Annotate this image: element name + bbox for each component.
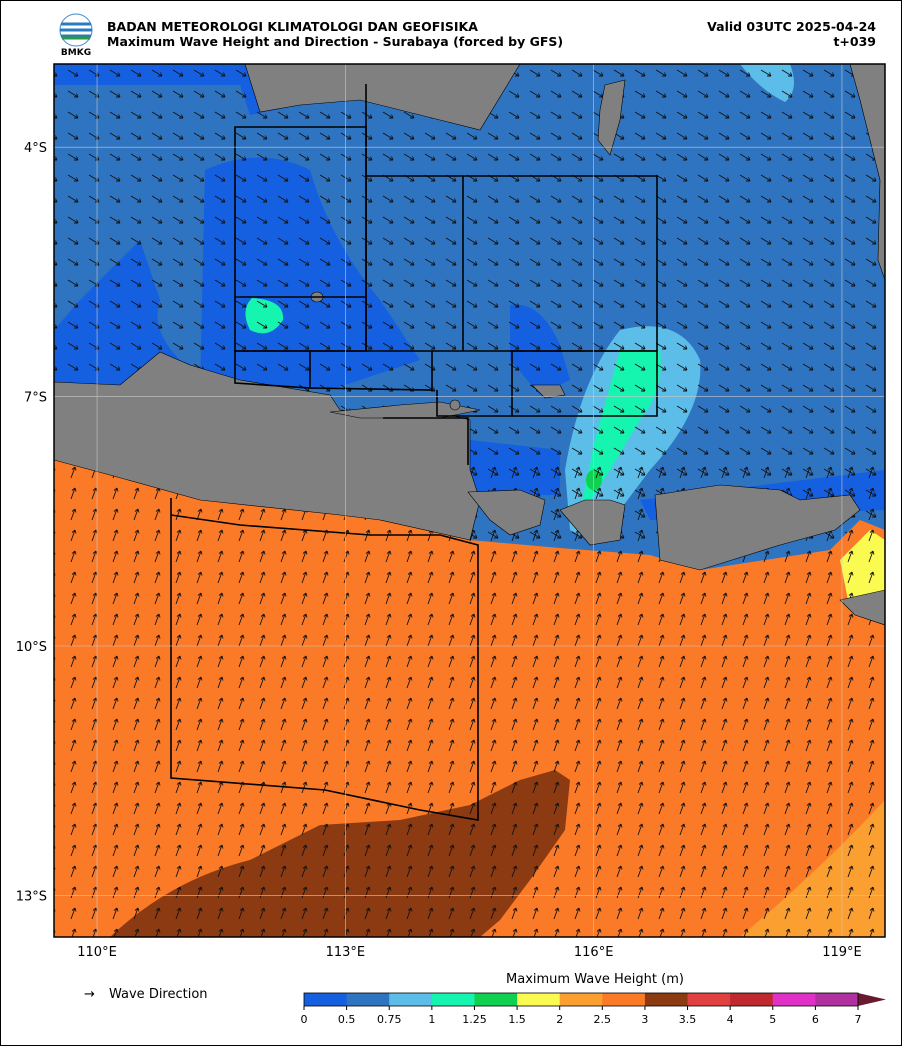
colorbar-swatch — [304, 993, 348, 1006]
colorbar-swatch — [730, 993, 774, 1006]
colorbar-swatch — [517, 993, 561, 1006]
colorbar-tick-label: 1.25 — [462, 1013, 487, 1026]
colorbar-swatch — [346, 993, 390, 1006]
colorbar-tick-label: 4 — [727, 1013, 734, 1026]
colorbar-swatch — [772, 993, 816, 1006]
lat-label: 7°S — [24, 391, 47, 406]
legend-arrow: → — [84, 987, 95, 1002]
colorbar-title: Maximum Wave Height (m) — [506, 972, 684, 987]
lon-label: 119°E — [822, 945, 862, 960]
land — [54, 64, 885, 626]
subtitle: Maximum Wave Height and Direction - Sura… — [107, 34, 563, 49]
colorbar-tick-label: 3.5 — [679, 1013, 697, 1026]
lon-label: 113°E — [326, 945, 366, 960]
map — [54, 64, 885, 937]
colorbar-swatch — [389, 993, 433, 1006]
graticule: 4°S 7°S 10°S 13°S 110°E 113°E 116°E 119°E — [16, 64, 885, 960]
logo: BMKG — [59, 13, 93, 58]
colorbar-swatch — [644, 993, 689, 1006]
colorbar-tick-label: 1 — [428, 1013, 435, 1026]
forecast-step: t+039 — [833, 34, 876, 49]
colorbar-swatch — [431, 993, 475, 1006]
lat-label: 10°S — [16, 640, 47, 655]
colorbar-tick-label: 0.5 — [338, 1013, 356, 1026]
colorbar-swatch — [602, 993, 646, 1006]
legend-label: Wave Direction — [109, 987, 208, 1002]
colorbar-tick-label: 2 — [556, 1013, 563, 1026]
colorbar-tick-label: 7 — [855, 1013, 862, 1026]
lon-label: 116°E — [574, 945, 614, 960]
colorbar-swatch — [559, 993, 603, 1006]
colorbar-tick-label: 0.75 — [377, 1013, 402, 1026]
forecast-areas — [170, 84, 658, 821]
title: BADAN METEOROLOGI KLIMATOLOGI DAN GEOFIS… — [107, 19, 478, 34]
lat-label: 4°S — [24, 141, 47, 156]
colorbar-tick-label: 3 — [641, 1013, 648, 1026]
colorbar-tick-label: 0 — [301, 1013, 308, 1026]
logo-text: BMKG — [61, 48, 91, 58]
colorbar-swatch — [474, 993, 518, 1006]
colorbar-tick-label: 2.5 — [594, 1013, 612, 1026]
colorbar-tick-label: 6 — [812, 1013, 819, 1026]
lon-label: 110°E — [77, 945, 117, 960]
colorbar-frame — [303, 992, 859, 1007]
colorbar-swatch — [815, 993, 859, 1006]
lat-label: 13°S — [16, 889, 47, 904]
colorbar: 0 0.5 0.75 1 1.25 1.5 2 2.5 3 3.5 4 5 6 7 — [301, 992, 886, 1026]
colorbar-extension — [858, 993, 886, 1006]
map-frame — [53, 63, 886, 938]
colorbar-tick-label: 1.5 — [508, 1013, 526, 1026]
valid-time: Valid 03UTC 2025-04-24 — [707, 19, 876, 34]
colorbar-swatch — [687, 993, 731, 1006]
colorbar-tick-label: 5 — [769, 1013, 776, 1026]
